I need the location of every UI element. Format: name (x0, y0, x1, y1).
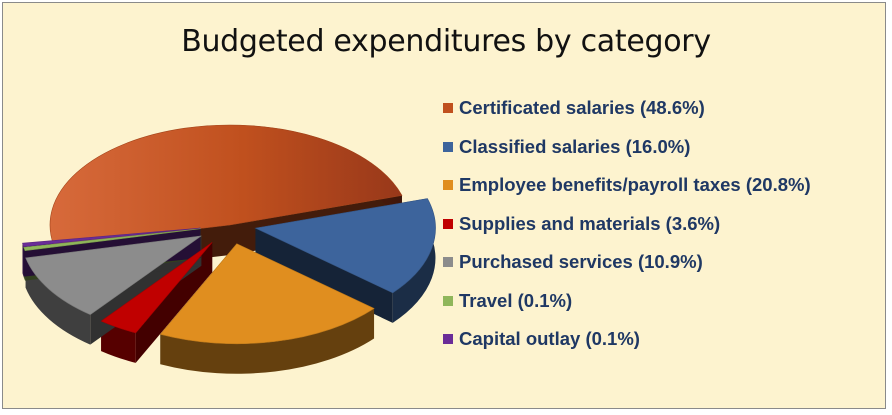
legend-item-travel: Travel (0.1%) (443, 282, 811, 321)
legend-swatch (443, 257, 453, 268)
legend-swatch (443, 295, 453, 306)
legend-label: Classified salaries (16.0%) (459, 135, 691, 157)
pie-slice-capital-outlay (22, 227, 201, 247)
pie-slice-supplies-and-materials (100, 242, 213, 334)
pie-slice-travel (23, 228, 201, 252)
pie-side-classified-salaries (392, 198, 436, 323)
pie-side-supplies-and-materials (101, 321, 136, 363)
legend-item-purchased-services: Purchased services (10.9%) (443, 243, 811, 282)
legend-swatch (443, 180, 453, 191)
pie-side-purchased-services (25, 257, 91, 345)
pie-slice-classified-salaries (254, 198, 436, 294)
legend-item-certificated-salaries: Certificated salaries (48.6%) (443, 89, 811, 128)
legend-label: Employee benefits/payroll taxes (20.8%) (459, 174, 811, 196)
legend-swatch (443, 141, 453, 152)
legend-item-capital-outlay: Capital outlay (0.1%) (443, 320, 811, 359)
legend-label: Travel (0.1%) (459, 289, 573, 311)
legend-label: Purchased services (10.9%) (459, 251, 703, 273)
chart-legend: Certificated salaries (48.6%) Classified … (443, 89, 811, 359)
legend-label: Supplies and materials (3.6%) (459, 212, 721, 234)
pie-slice-employee-benefits-payroll-taxes (159, 243, 375, 345)
pie-slice-purchased-services (25, 235, 202, 315)
chart-title: Budgeted expenditures by category (181, 24, 711, 59)
legend-item-employee-benefits-payroll-taxes: Employee benefits/payroll taxes (20.8%) (443, 166, 811, 205)
legend-item-supplies-and-materials: Supplies and materials (3.6%) (443, 205, 811, 244)
legend-swatch (443, 103, 453, 114)
pie-wall-classified-salaries-end (255, 228, 393, 323)
legend-swatch (443, 218, 453, 229)
pie-side-employee-benefits-payroll-taxes (160, 308, 375, 374)
legend-label: Certificated salaries (48.6%) (459, 97, 705, 119)
legend-item-classified-salaries: Classified salaries (16.0%) (443, 128, 811, 167)
pie-side-capital-outlay (22, 243, 24, 277)
legend-label: Capital outlay (0.1%) (459, 328, 640, 350)
pie-slice-certificated-salaries (49, 124, 403, 247)
legend-swatch (443, 334, 453, 345)
